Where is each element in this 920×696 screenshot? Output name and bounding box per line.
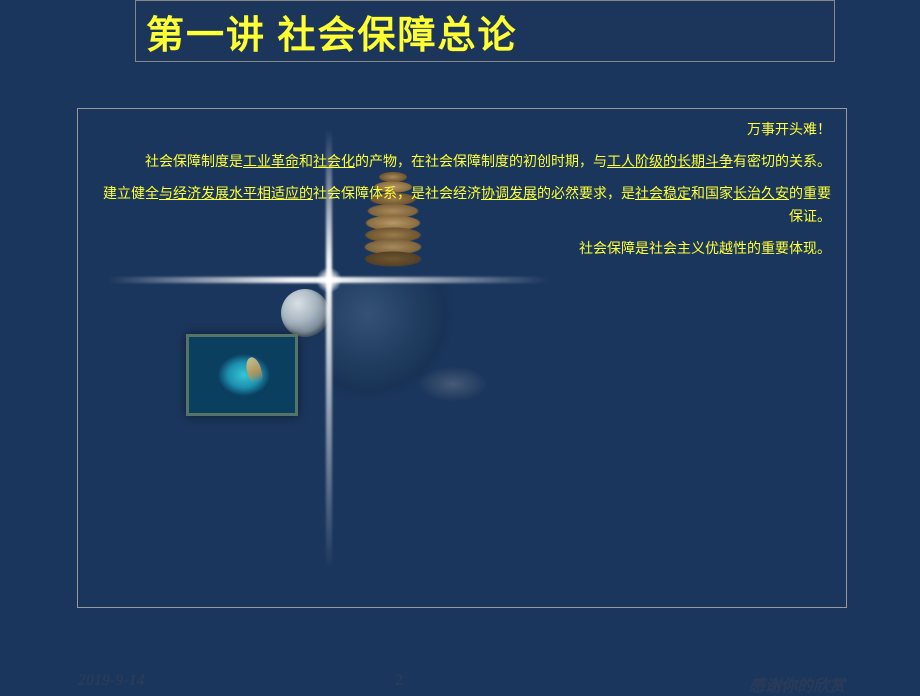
footer-thanks: 感谢你的欣赏 <box>749 672 845 696</box>
paragraph-3: 建立健全与经济发展水平相适应的社会保障体系，是社会经济协调发展的必然要求，是社会… <box>93 183 831 231</box>
slide-title: 第一讲 社会保障总论 <box>146 4 518 59</box>
paragraph-2: 社会保障制度是工业革命和社会化的产物，在社会保障制度的初创时期，与工人阶级的长期… <box>93 151 831 175</box>
silver-coin-icon <box>281 289 329 337</box>
photo-frame-icon <box>186 334 298 416</box>
slide-title-box: 第一讲 社会保障总论 <box>135 0 835 62</box>
star-core-icon <box>316 267 342 293</box>
globe-icon <box>333 284 523 464</box>
star-flare-horizontal <box>108 277 548 283</box>
content-box: 万事开头难！ 社会保障制度是工业革命和社会化的产物，在社会保障制度的初创时期，与… <box>77 108 847 608</box>
footer-page-number: 2 <box>395 672 403 690</box>
footer-date: 2019-9-14 <box>78 672 145 690</box>
paragraph-4: 社会保障是社会主义优越性的重要体现。 <box>93 238 831 262</box>
paragraph-1: 万事开头难！ <box>93 119 831 143</box>
body-text: 万事开头难！ 社会保障制度是工业革命和社会化的产物，在社会保障制度的初创时期，与… <box>93 119 831 262</box>
